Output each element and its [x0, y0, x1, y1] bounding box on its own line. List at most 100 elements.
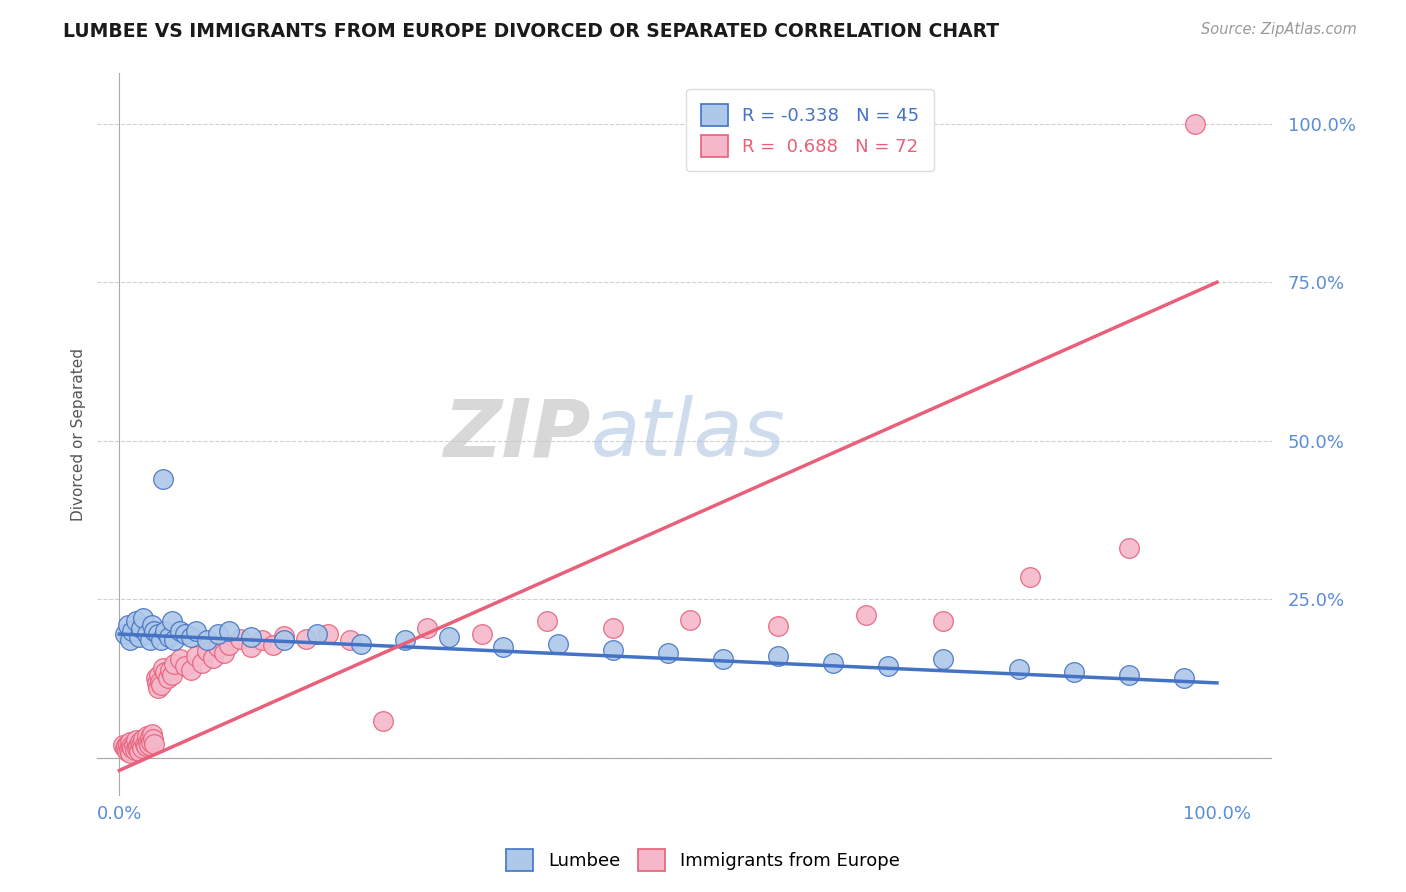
- Point: [120, 746, 142, 760]
- Point: [145, 676, 167, 690]
- Point: [148, 668, 170, 682]
- Point: [1184, 117, 1206, 131]
- Point: [149, 674, 172, 689]
- Point: [657, 646, 679, 660]
- Point: [470, 627, 492, 641]
- Point: [339, 633, 361, 648]
- Point: [159, 663, 181, 677]
- Point: [195, 644, 218, 658]
- Point: [821, 656, 844, 670]
- Point: [155, 624, 177, 638]
- Point: [132, 731, 155, 746]
- Point: [273, 629, 295, 643]
- Point: [121, 624, 143, 638]
- Point: [125, 741, 148, 756]
- Point: [115, 739, 138, 754]
- Point: [128, 744, 150, 758]
- Point: [207, 640, 229, 654]
- Point: [150, 678, 173, 692]
- Point: [305, 627, 328, 641]
- Point: [138, 738, 160, 752]
- Point: [121, 741, 143, 756]
- Point: [135, 729, 157, 743]
- Point: [141, 617, 163, 632]
- Point: [127, 739, 149, 754]
- Point: [190, 656, 212, 670]
- Point: [350, 637, 373, 651]
- Point: [135, 739, 157, 754]
- Point: [679, 613, 702, 627]
- Point: [160, 668, 183, 682]
- Point: [240, 640, 263, 654]
- Point: [132, 611, 155, 625]
- Point: [1118, 541, 1140, 556]
- Point: [262, 638, 284, 652]
- Point: [120, 633, 142, 648]
- Point: [115, 744, 138, 758]
- Point: [1008, 662, 1031, 676]
- Point: [135, 627, 157, 641]
- Point: [141, 726, 163, 740]
- Point: [711, 652, 734, 666]
- Point: [160, 615, 183, 629]
- Point: [129, 735, 152, 749]
- Point: [134, 737, 156, 751]
- Point: [120, 735, 142, 749]
- Point: [180, 663, 202, 677]
- Point: [855, 608, 877, 623]
- Point: [492, 640, 515, 654]
- Text: atlas: atlas: [591, 395, 786, 474]
- Point: [212, 646, 235, 660]
- Point: [1019, 570, 1042, 584]
- Point: [131, 741, 153, 756]
- Point: [394, 633, 416, 648]
- Point: [146, 627, 169, 641]
- Point: [128, 630, 150, 644]
- Point: [250, 633, 273, 648]
- Point: [124, 743, 146, 757]
- Point: [931, 615, 953, 629]
- Point: [766, 649, 789, 664]
- Point: [437, 630, 460, 644]
- Point: [129, 621, 152, 635]
- Point: [174, 658, 197, 673]
- Point: [273, 633, 295, 648]
- Point: [117, 737, 139, 751]
- Point: [316, 627, 339, 641]
- Point: [415, 621, 437, 635]
- Point: [129, 738, 152, 752]
- Point: [195, 633, 218, 648]
- Point: [156, 672, 179, 686]
- Point: [602, 643, 624, 657]
- Point: [117, 617, 139, 632]
- Point: [139, 735, 162, 749]
- Point: [157, 630, 180, 644]
- Text: LUMBEE VS IMMIGRANTS FROM EUROPE DIVORCED OR SEPARATED CORRELATION CHART: LUMBEE VS IMMIGRANTS FROM EUROPE DIVORCE…: [63, 22, 1000, 41]
- Point: [145, 672, 167, 686]
- Point: [152, 472, 174, 486]
- Point: [295, 632, 318, 646]
- Point: [547, 637, 569, 651]
- Point: [122, 738, 145, 752]
- Legend: R = -0.338   N = 45, R =  0.688   N = 72: R = -0.338 N = 45, R = 0.688 N = 72: [686, 89, 934, 171]
- Point: [136, 735, 159, 749]
- Point: [163, 657, 186, 671]
- Point: [536, 615, 558, 629]
- Point: [142, 731, 165, 746]
- Point: [371, 714, 394, 728]
- Point: [143, 737, 166, 751]
- Point: [143, 624, 166, 638]
- Point: [1173, 672, 1195, 686]
- Point: [602, 621, 624, 635]
- Text: Source: ZipAtlas.com: Source: ZipAtlas.com: [1201, 22, 1357, 37]
- Point: [1063, 665, 1085, 680]
- Point: [229, 632, 252, 646]
- Point: [174, 627, 197, 641]
- Point: [931, 652, 953, 666]
- Point: [169, 652, 191, 666]
- Point: [125, 615, 148, 629]
- Point: [120, 739, 142, 754]
- Point: [180, 630, 202, 644]
- Point: [207, 627, 229, 641]
- Point: [150, 633, 173, 648]
